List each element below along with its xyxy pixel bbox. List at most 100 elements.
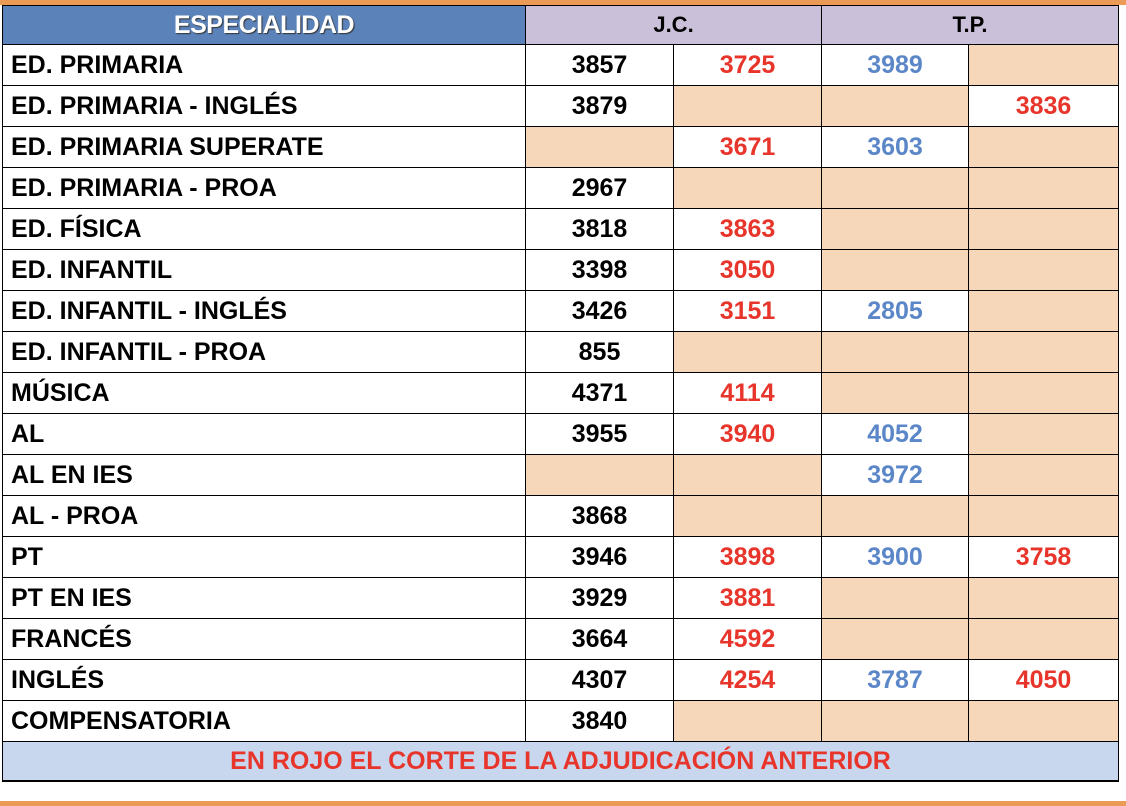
empty-cell — [672, 495, 823, 537]
value-cell: 3881 — [672, 577, 823, 619]
table-row: PT EN IES 3929 3881 — [2, 577, 1120, 619]
value-cell: 3863 — [672, 208, 823, 250]
value-cell: 3868 — [525, 495, 674, 537]
header-especialidad: ESPECIALIDAD — [2, 5, 526, 45]
value-cell: 3426 — [525, 290, 674, 332]
value-cell: 3603 — [821, 126, 970, 168]
table-row: MÚSICA 4371 4114 — [2, 372, 1120, 414]
specialty-table: ESPECIALIDAD J.C. T.P. ED. PRIMARIA 3857 3… — [1, 5, 1120, 782]
table-row: ED. FÍSICA 3818 3863 — [2, 208, 1120, 250]
value-cell: 3836 — [968, 85, 1120, 127]
empty-cell — [672, 700, 823, 742]
specialty-name: MÚSICA — [2, 372, 526, 414]
table-row: PT 3946 3898 3900 3758 — [2, 536, 1120, 578]
empty-cell — [525, 126, 674, 168]
value-cell: 3972 — [821, 454, 970, 496]
table-row: ED. PRIMARIA - PROA 2967 — [2, 167, 1120, 209]
header-jc: J.C. — [524, 5, 823, 45]
table-row: INGLÉS 4307 4254 3787 4050 — [2, 659, 1120, 701]
empty-cell — [821, 495, 970, 537]
value-cell: 3955 — [525, 413, 674, 455]
empty-cell — [821, 618, 970, 660]
value-cell: 3671 — [672, 126, 823, 168]
value-cell: 3398 — [525, 249, 674, 291]
empty-cell — [821, 85, 970, 127]
value-cell: 3151 — [672, 290, 823, 332]
value-cell: 3929 — [525, 577, 674, 619]
empty-cell — [525, 454, 674, 496]
table-row: ED. PRIMARIA 3857 3725 3989 — [2, 44, 1120, 86]
value-cell: 3946 — [525, 536, 674, 578]
table-row: ED. PRIMARIA SUPERATE 3671 3603 — [2, 126, 1120, 168]
value-cell: 3050 — [672, 249, 823, 291]
empty-cell — [968, 167, 1120, 209]
empty-cell — [672, 454, 823, 496]
value-cell: 3787 — [821, 659, 970, 701]
specialty-name: PT — [2, 536, 526, 578]
empty-cell — [968, 208, 1120, 250]
specialty-name: ED. INFANTIL - INGLÉS — [2, 290, 526, 332]
empty-cell — [968, 454, 1120, 496]
specialty-name: ED. FÍSICA — [2, 208, 526, 250]
empty-cell — [672, 85, 823, 127]
empty-cell — [968, 249, 1120, 291]
value-cell: 3940 — [672, 413, 823, 455]
table-row: AL EN IES 3972 — [2, 454, 1120, 496]
empty-cell — [968, 126, 1120, 168]
empty-cell — [968, 290, 1120, 332]
specialty-name: ED. PRIMARIA - INGLÉS — [2, 85, 526, 127]
value-cell: 3900 — [821, 536, 970, 578]
value-cell: 4050 — [968, 659, 1120, 701]
empty-cell — [821, 372, 970, 414]
header-row: ESPECIALIDAD J.C. T.P. — [2, 5, 1120, 45]
empty-cell — [968, 495, 1120, 537]
specialty-name: FRANCÉS — [2, 618, 526, 660]
empty-cell — [968, 413, 1120, 455]
value-cell: 4114 — [672, 372, 823, 414]
value-cell: 3818 — [525, 208, 674, 250]
value-cell: 4371 — [525, 372, 674, 414]
specialty-name: AL — [2, 413, 526, 455]
empty-cell — [968, 331, 1120, 373]
value-cell: 3758 — [968, 536, 1120, 578]
empty-cell — [821, 331, 970, 373]
table-row: COMPENSATORIA 3840 — [2, 700, 1120, 742]
empty-cell — [968, 618, 1120, 660]
specialty-name: ED. INFANTIL - PROA — [2, 331, 526, 373]
value-cell: 4052 — [821, 413, 970, 455]
empty-cell — [672, 331, 823, 373]
footer-note: EN ROJO EL CORTE DE LA ADJUDICACIÓN ANTE… — [1, 741, 1120, 782]
table-row: FRANCÉS 3664 4592 — [2, 618, 1120, 660]
table-row: ED. INFANTIL 3398 3050 — [2, 249, 1120, 291]
value-cell: 3725 — [672, 44, 823, 86]
value-cell: 855 — [525, 331, 674, 373]
specialty-name: ED. PRIMARIA SUPERATE — [2, 126, 526, 168]
specialty-name: AL EN IES — [2, 454, 526, 496]
value-cell: 3857 — [525, 44, 674, 86]
empty-cell — [968, 372, 1120, 414]
table-row: ED. PRIMARIA - INGLÉS 3879 3836 — [2, 85, 1120, 127]
value-cell: 3898 — [672, 536, 823, 578]
empty-cell — [821, 249, 970, 291]
table-row: AL - PROA 3868 — [2, 495, 1120, 537]
specialty-name: PT EN IES — [2, 577, 526, 619]
specialty-name: ED. PRIMARIA — [2, 44, 526, 86]
value-cell: 4307 — [525, 659, 674, 701]
value-cell: 4254 — [672, 659, 823, 701]
value-cell: 3664 — [525, 618, 674, 660]
empty-cell — [968, 44, 1120, 86]
value-cell: 3840 — [525, 700, 674, 742]
table-row: ED. INFANTIL - INGLÉS 3426 3151 2805 — [2, 290, 1120, 332]
value-cell: 2967 — [525, 167, 674, 209]
empty-cell — [821, 700, 970, 742]
value-cell: 4592 — [672, 618, 823, 660]
empty-cell — [672, 167, 823, 209]
footer-row: EN ROJO EL CORTE DE LA ADJUDICACIÓN ANTE… — [1, 741, 1120, 782]
value-cell: 3879 — [525, 85, 674, 127]
specialty-name: ED. PRIMARIA - PROA — [2, 167, 526, 209]
empty-cell — [968, 700, 1120, 742]
value-cell: 2805 — [821, 290, 970, 332]
table-row: AL 3955 3940 4052 — [2, 413, 1120, 455]
header-tp: T.P. — [821, 5, 1120, 45]
empty-cell — [821, 577, 970, 619]
